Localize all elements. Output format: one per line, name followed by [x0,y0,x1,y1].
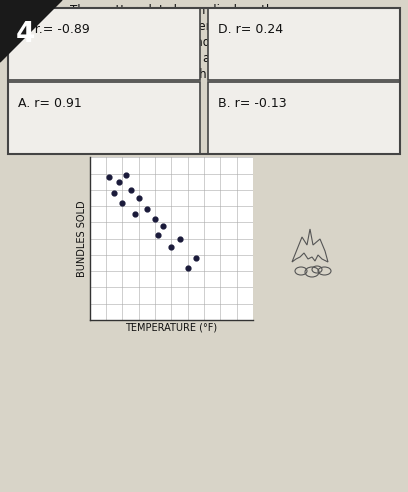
Text: average weekly temperature outside: average weekly temperature outside [70,20,290,33]
Bar [8,8,200,80]
Text: B. r= -0.13: B. r= -0.13 [218,97,287,110]
Point [127,186,134,194]
Point [155,231,162,239]
Point [144,206,150,214]
Bar [208,82,400,154]
Bar [8,82,200,154]
Point [193,254,199,262]
Point [122,171,129,179]
Text: store that week. Which is the most reasonable: store that week. Which is the most reaso… [70,68,346,81]
Text: 4: 4 [16,20,35,48]
Point [119,199,126,207]
Point [168,243,175,251]
Text: firewood bundles sold at a local hardware: firewood bundles sold at a local hardwar… [70,52,317,65]
Bar [208,8,400,80]
Point [152,215,158,223]
Text: C. r.= -0.89: C. r.= -0.89 [18,23,90,36]
Bar [8,8,400,154]
Polygon shape [0,0,62,62]
Text: D. r= 0.24: D. r= 0.24 [218,23,283,36]
Text: over several weeks and the number of: over several weeks and the number of [70,36,299,49]
Point [132,211,139,218]
Point [135,194,142,202]
Point [106,173,113,181]
Text: A. r= 0.91: A. r= 0.91 [18,97,82,110]
Point [184,264,191,272]
Text: The scatter plot shown displays the: The scatter plot shown displays the [70,4,281,17]
Point [116,178,122,186]
Text: value of "r"?: value of "r"? [70,84,143,97]
Point [176,235,183,243]
X-axis label: TEMPERATURE (°F): TEMPERATURE (°F) [125,323,217,333]
Y-axis label: BUNDLES SOLD: BUNDLES SOLD [77,200,87,277]
Point [111,189,118,197]
Point [160,222,166,230]
